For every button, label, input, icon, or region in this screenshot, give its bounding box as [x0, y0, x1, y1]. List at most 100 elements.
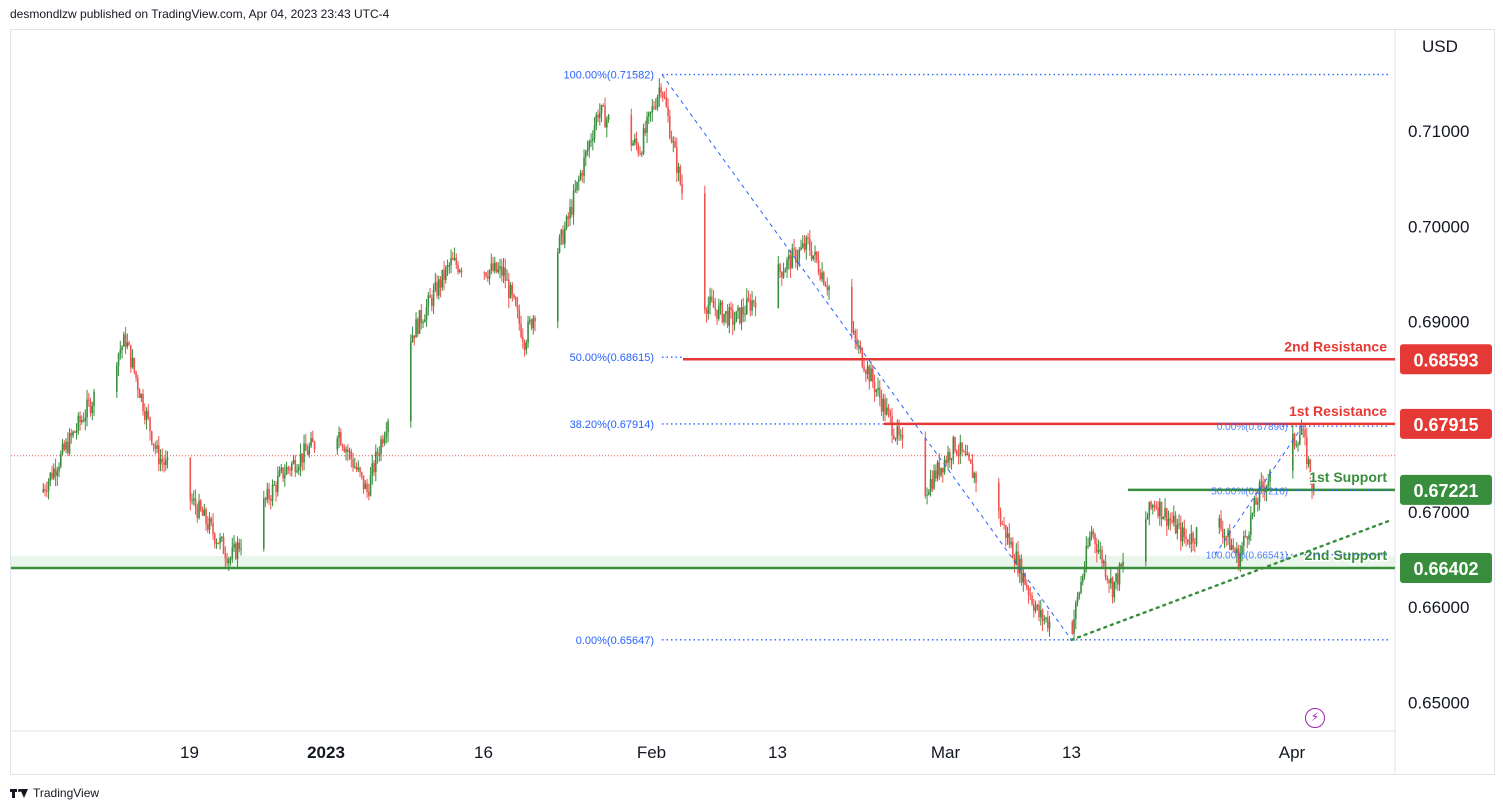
candle-body — [516, 305, 519, 311]
candle-body — [434, 282, 437, 290]
candle-body — [648, 112, 650, 117]
candle-body — [800, 247, 802, 250]
candle-body — [142, 394, 144, 412]
candle-body — [1036, 604, 1039, 607]
candle-body — [851, 286, 853, 333]
candle-body — [950, 458, 953, 461]
candle — [308, 442, 311, 458]
candle — [884, 394, 886, 422]
candle-body — [1162, 517, 1165, 520]
candle-body — [651, 106, 654, 113]
candle-body — [1146, 516, 1149, 520]
candle — [147, 404, 150, 421]
candle — [1306, 427, 1308, 470]
candle — [676, 137, 678, 183]
candle — [571, 199, 573, 218]
candle — [565, 214, 568, 231]
candle-body — [86, 399, 88, 418]
candle-body — [660, 87, 662, 93]
candle-body — [56, 471, 59, 476]
candle-body — [858, 345, 860, 347]
candle-body — [807, 237, 809, 239]
candle — [74, 430, 76, 434]
candle-body — [422, 322, 424, 324]
footer-brand[interactable]: TradingView — [10, 785, 99, 801]
candle — [338, 426, 340, 449]
candle-body — [383, 437, 386, 444]
candle-body — [791, 248, 794, 269]
candle — [1047, 610, 1049, 633]
candle — [68, 428, 71, 456]
candle-body — [884, 399, 886, 415]
lightning-bolt-icon[interactable]: ⚡ — [1305, 708, 1325, 728]
candle — [1160, 501, 1163, 527]
candle-body — [410, 341, 412, 422]
candle — [221, 535, 223, 542]
candle-body — [602, 105, 605, 107]
candle-body — [572, 190, 575, 215]
candle-body — [268, 488, 270, 500]
candle-body — [782, 272, 785, 278]
candle-body — [1187, 538, 1189, 544]
candle — [646, 111, 648, 144]
candle — [119, 340, 122, 360]
candle — [1169, 512, 1172, 531]
candle-body — [144, 411, 146, 420]
price-chart[interactable]: 2nd Resistance 1st Resistance 1st Support 2… — [0, 0, 1503, 785]
chart-frame[interactable] — [10, 29, 1495, 775]
candle — [753, 299, 755, 307]
candle — [368, 483, 370, 501]
candle-body — [138, 389, 141, 398]
candle-body — [557, 252, 559, 322]
candle — [718, 298, 720, 321]
candle — [58, 462, 60, 478]
candle-body — [340, 431, 342, 445]
candle — [819, 268, 822, 281]
candle-body — [292, 459, 295, 464]
candle — [1071, 619, 1074, 635]
candle-body — [677, 166, 680, 173]
candle — [1292, 425, 1294, 479]
candle — [532, 315, 535, 335]
candle — [364, 480, 367, 490]
candle-body — [425, 306, 428, 320]
candle-body — [1038, 604, 1040, 618]
candle — [1122, 552, 1124, 573]
candle — [975, 471, 977, 493]
candle — [61, 438, 64, 456]
candle — [851, 278, 853, 340]
candle-body — [826, 286, 829, 291]
candle — [581, 169, 584, 183]
candle — [439, 276, 442, 298]
candle — [1027, 585, 1030, 604]
candle-body — [347, 449, 349, 453]
candle — [1036, 603, 1039, 611]
candle — [639, 146, 641, 156]
candle — [1115, 572, 1117, 590]
candle-body — [191, 500, 193, 502]
candle — [380, 435, 382, 462]
candle-body — [42, 488, 45, 492]
candle — [193, 490, 195, 506]
x-tick-label: 19 — [180, 743, 199, 762]
candle — [644, 120, 647, 136]
candle-body — [662, 92, 664, 97]
candle-body — [312, 438, 314, 443]
candle — [142, 389, 144, 416]
candle-body — [943, 459, 946, 473]
candle-body — [751, 300, 753, 311]
candle — [1094, 532, 1096, 554]
candle — [1155, 501, 1158, 510]
candle-body — [67, 441, 69, 454]
price-tag: 0.68593 — [1400, 344, 1492, 375]
candle — [679, 164, 682, 187]
candle-body — [1145, 519, 1147, 562]
candle-body — [789, 255, 792, 269]
candle-body — [520, 323, 522, 337]
candle — [453, 247, 456, 261]
candle-body — [1307, 459, 1310, 465]
candle-body — [445, 267, 447, 280]
candle — [1024, 572, 1026, 586]
candle-body — [630, 115, 633, 146]
candle — [418, 309, 421, 335]
